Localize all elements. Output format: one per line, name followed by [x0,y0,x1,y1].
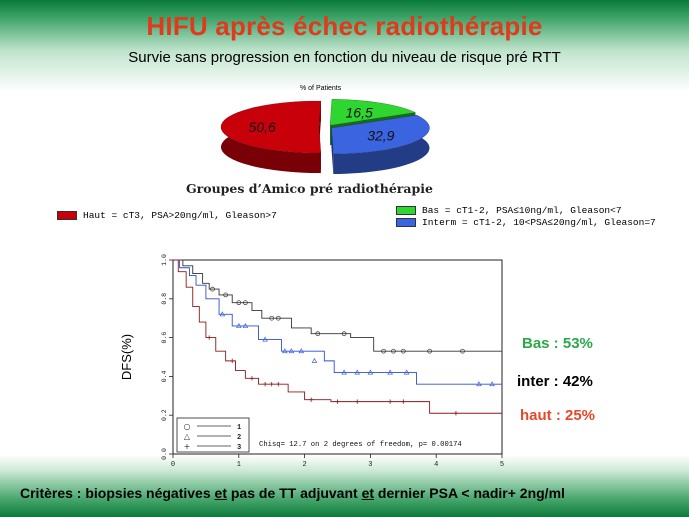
legend-haut-swatch [57,211,77,220]
result-bas: Bas : 53% [522,335,593,352]
y-tick-label: 0.2 [161,409,168,421]
censor-mark [403,369,410,375]
censor-mark [311,357,318,363]
censor-mark [206,335,212,340]
km-legend: ○ 1 △ 2 + 3 [176,417,250,453]
censor-mark [262,336,268,342]
censor-mark [269,315,275,321]
censor-mark [401,399,406,404]
km-series-1 [173,259,502,354]
censor-mark [489,381,495,387]
bottom-gradient-band [0,455,689,517]
pie-slice-label-1: 50,6 [249,119,276,135]
top-gradient-band [0,0,689,92]
y-tick-label: 0.0 [161,448,168,460]
censor-mark [427,348,432,354]
censor-mark [387,399,393,404]
censor-mark [275,315,281,321]
censor-mark [354,369,361,375]
kaplan-meier-chart: 0.0 0.2 0.4 0.6 0.8 1.0 0 1 2 3 4 5 DFS(%) ○ 1 △ 2 + 3 Chis… [119,254,504,469]
censor-mark [391,348,396,354]
y-tick-label: 0.6 [161,332,168,344]
censor-mark [453,411,459,416]
legend-interm-label: Interm = cT1-2, 10<PSA≤20ng/ml, Gleason=… [422,217,656,228]
legend-interm: Interm = cT1-2, 10<PSA≤20ng/ml, Gleason=… [396,217,656,228]
censor-mark [387,369,393,375]
y-tick-label: 1.0 [161,254,168,266]
censor-mark [262,381,268,387]
censor-mark [269,381,274,387]
slide-subtitle: Survie sans progression en fonction du n… [128,49,561,66]
slide-title: HIFU après échec radiothérapie [146,11,543,41]
km-legend-symbol: + [184,442,191,451]
censor-mark [210,286,215,292]
km-chisq-annotation: Chisq= 12.7 on 2 degrees of freedom, p= … [259,441,462,449]
footer-part1: Critères : biopsies négatives [20,485,215,501]
pie-title: % of Patients [300,85,342,92]
km-series-3 [173,259,502,416]
censor-mark [367,369,374,375]
km-legend-symbol: ○ [184,422,191,431]
y-axis-label: DFS(%) [119,334,134,380]
legend-haut: Haut = cT3, PSA>20ng/ml, Gleason>7 [57,210,277,221]
censor-mark [308,397,314,402]
censor-mark [236,300,242,306]
pie-caption: Groupes d’Amico pré radiothérapie [186,181,433,196]
x-tick-label: 5 [500,461,504,469]
censor-mark [335,399,340,404]
censor-mark [223,292,228,298]
footer-part3: dernier PSA < nadir+ 2ng/ml [374,485,565,501]
y-tick-label: 0.8 [161,293,168,305]
km-series-2 [173,259,502,387]
footer-part2: pas de TT adjuvant [226,485,362,501]
x-tick-label: 1 [237,461,241,469]
result-haut: haut : 25% [520,407,596,424]
footer-criteria: Critères : biopsies négatives et pas de … [20,485,565,501]
censor-mark [381,348,386,354]
km-series-line-2 [173,259,502,385]
censor-mark [249,376,255,381]
km-legend-symbol: △ [184,432,191,441]
censor-mark [242,322,249,328]
censor-mark [219,311,226,317]
km-legend-label: 1 [237,424,241,432]
censor-mark [276,381,281,387]
y-tick-label: 0.4 [161,370,168,382]
censor-mark [315,331,321,337]
pie-slice-1: 50,6 [220,100,322,173]
pie-slice-label-3: 32,9 [367,127,394,143]
legend-bas: Bas = cT1-2, PSA≤10ng/ml, Gleason<7 [396,205,622,216]
censor-mark [355,399,360,404]
censor-mark [476,381,482,387]
censor-mark [282,348,288,354]
footer-et2: et [361,485,375,501]
censor-mark [230,358,235,364]
legend-bas-swatch [396,206,416,215]
censor-mark [288,348,295,354]
km-series-line-1 [173,259,502,352]
km-legend-label: 2 [237,434,241,442]
x-tick-label: 3 [368,461,372,469]
censor-mark [341,369,347,375]
censor-mark [400,348,406,354]
pie-chart: 50,6 16,5 32,9 [220,98,430,174]
pie-slice-3: 32,9 [331,114,430,174]
censor-mark [341,331,347,337]
km-series-line-3 [173,259,502,414]
km-legend-label: 3 [237,444,241,452]
x-tick-label: 2 [302,461,306,469]
x-tick-label: 4 [434,461,438,469]
legend-interm-swatch [396,218,416,227]
footer-et1: et [214,485,227,501]
x-tick-label: 0 [171,461,175,469]
result-inter: inter : 42% [517,373,593,390]
legend-haut-label: Haut = cT3, PSA>20ng/ml, Gleason>7 [83,210,277,221]
censor-mark [298,348,305,354]
legend-bas-label: Bas = cT1-2, PSA≤10ng/ml, Gleason<7 [422,205,622,216]
censor-mark [236,322,242,328]
censor-mark [460,348,465,354]
pie-slice-label-2: 16,5 [346,104,373,120]
censor-mark [243,300,248,306]
